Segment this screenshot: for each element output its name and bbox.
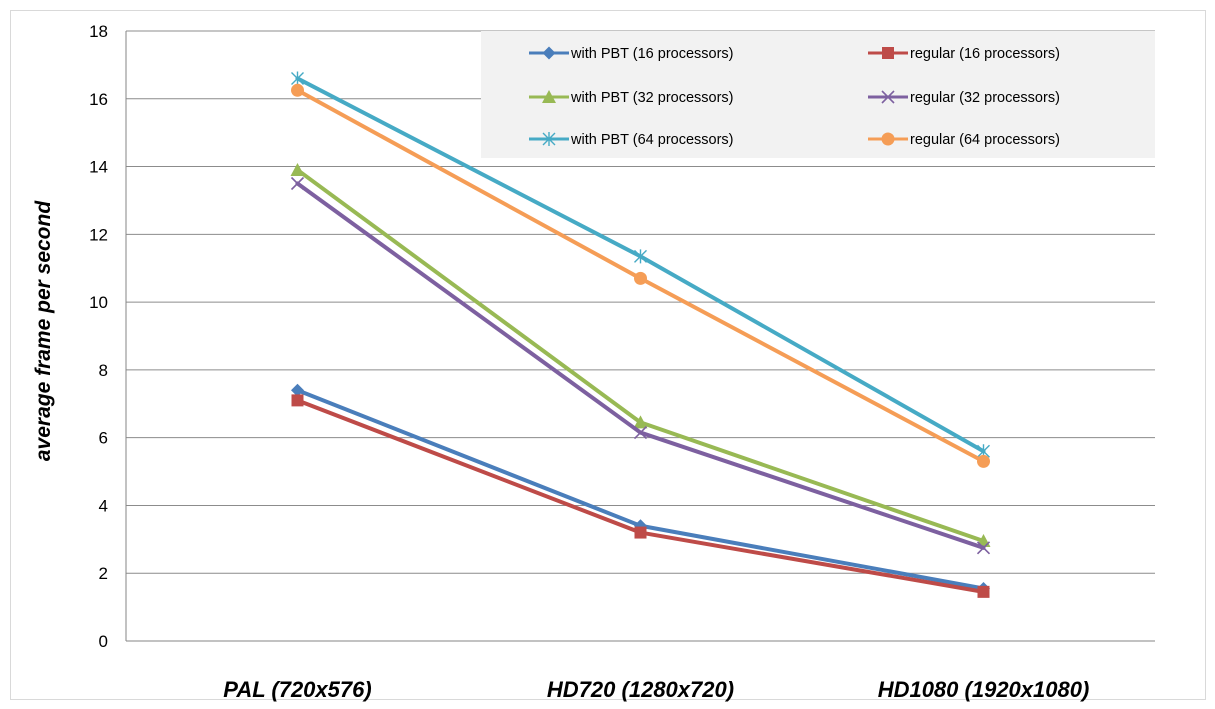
legend-item-6: regular (64 processors) bbox=[868, 132, 1060, 148]
legend-label: with PBT (64 processors) bbox=[570, 132, 734, 148]
marker-x bbox=[881, 90, 895, 104]
legend-item-3: with PBT (32 processors) bbox=[529, 90, 734, 106]
y-tick-label: 14 bbox=[89, 158, 108, 177]
legend-background bbox=[481, 31, 1155, 158]
y-tick-label: 4 bbox=[99, 496, 108, 515]
y-tick-label: 2 bbox=[99, 564, 108, 583]
chart-frame bbox=[10, 10, 1206, 700]
marker-triangle bbox=[290, 162, 305, 176]
marker-diamond bbox=[542, 46, 556, 60]
marker-square bbox=[291, 394, 304, 407]
y-tick-label: 10 bbox=[89, 293, 108, 312]
series-6 bbox=[291, 83, 990, 468]
marker-star bbox=[291, 71, 304, 86]
y-tick-label: 0 bbox=[99, 632, 108, 651]
marker-square bbox=[977, 585, 990, 598]
series-lines bbox=[290, 71, 991, 598]
legend-item-5: with PBT (64 processors) bbox=[529, 132, 734, 148]
series-3 bbox=[290, 162, 991, 548]
marker-square bbox=[634, 526, 647, 539]
legend-item-1: with PBT (16 processors) bbox=[529, 46, 734, 62]
x-category-label: HD1080 (1920x1080) bbox=[878, 677, 1090, 702]
y-axis-label: average frame per second bbox=[32, 200, 55, 461]
marker-triangle bbox=[542, 90, 556, 103]
marker-circle bbox=[881, 132, 895, 146]
legend-item-4: regular (32 processors) bbox=[868, 90, 1060, 106]
legend-label: regular (64 processors) bbox=[910, 132, 1060, 148]
series-1 bbox=[291, 383, 990, 595]
x-category-label: HD720 (1280x720) bbox=[547, 677, 734, 702]
legend-label: regular (32 processors) bbox=[910, 90, 1060, 106]
marker-star bbox=[634, 249, 647, 264]
marker-x bbox=[633, 426, 648, 440]
marker-circle bbox=[977, 454, 990, 468]
x-category-labels: PAL (720x576) HD720 (1280x720) HD1080 (192… bbox=[223, 677, 1089, 702]
legend-item-2: regular (16 processors) bbox=[868, 46, 1060, 62]
marker-diamond bbox=[291, 383, 304, 397]
y-tick-label: 16 bbox=[89, 90, 108, 109]
y-tick-label: 18 bbox=[89, 22, 108, 41]
y-tick-label: 6 bbox=[99, 429, 108, 448]
y-tick-label: 8 bbox=[99, 361, 108, 380]
legend-label: with PBT (32 processors) bbox=[570, 90, 734, 106]
legend: with PBT (16 processors) regular (16 proc… bbox=[481, 31, 1155, 158]
marker-x bbox=[976, 541, 991, 555]
marker-square bbox=[882, 47, 894, 59]
x-category-label: PAL (720x576) bbox=[223, 677, 371, 702]
marker-x bbox=[290, 176, 305, 191]
marker-circle bbox=[634, 271, 647, 285]
y-tick-label: 12 bbox=[89, 225, 108, 244]
series-5 bbox=[291, 71, 990, 459]
series-2 bbox=[291, 394, 990, 598]
y-tick-labels: 0 2 4 6 8 10 12 14 16 18 bbox=[89, 22, 108, 651]
legend-label: with PBT (16 processors) bbox=[570, 46, 734, 62]
marker-triangle bbox=[633, 415, 648, 429]
series-line bbox=[295, 167, 986, 544]
marker-circle bbox=[291, 83, 304, 97]
series-line bbox=[295, 181, 986, 550]
legend-label: regular (16 processors) bbox=[910, 46, 1060, 62]
marker-star bbox=[542, 132, 556, 146]
series-4 bbox=[290, 176, 991, 555]
